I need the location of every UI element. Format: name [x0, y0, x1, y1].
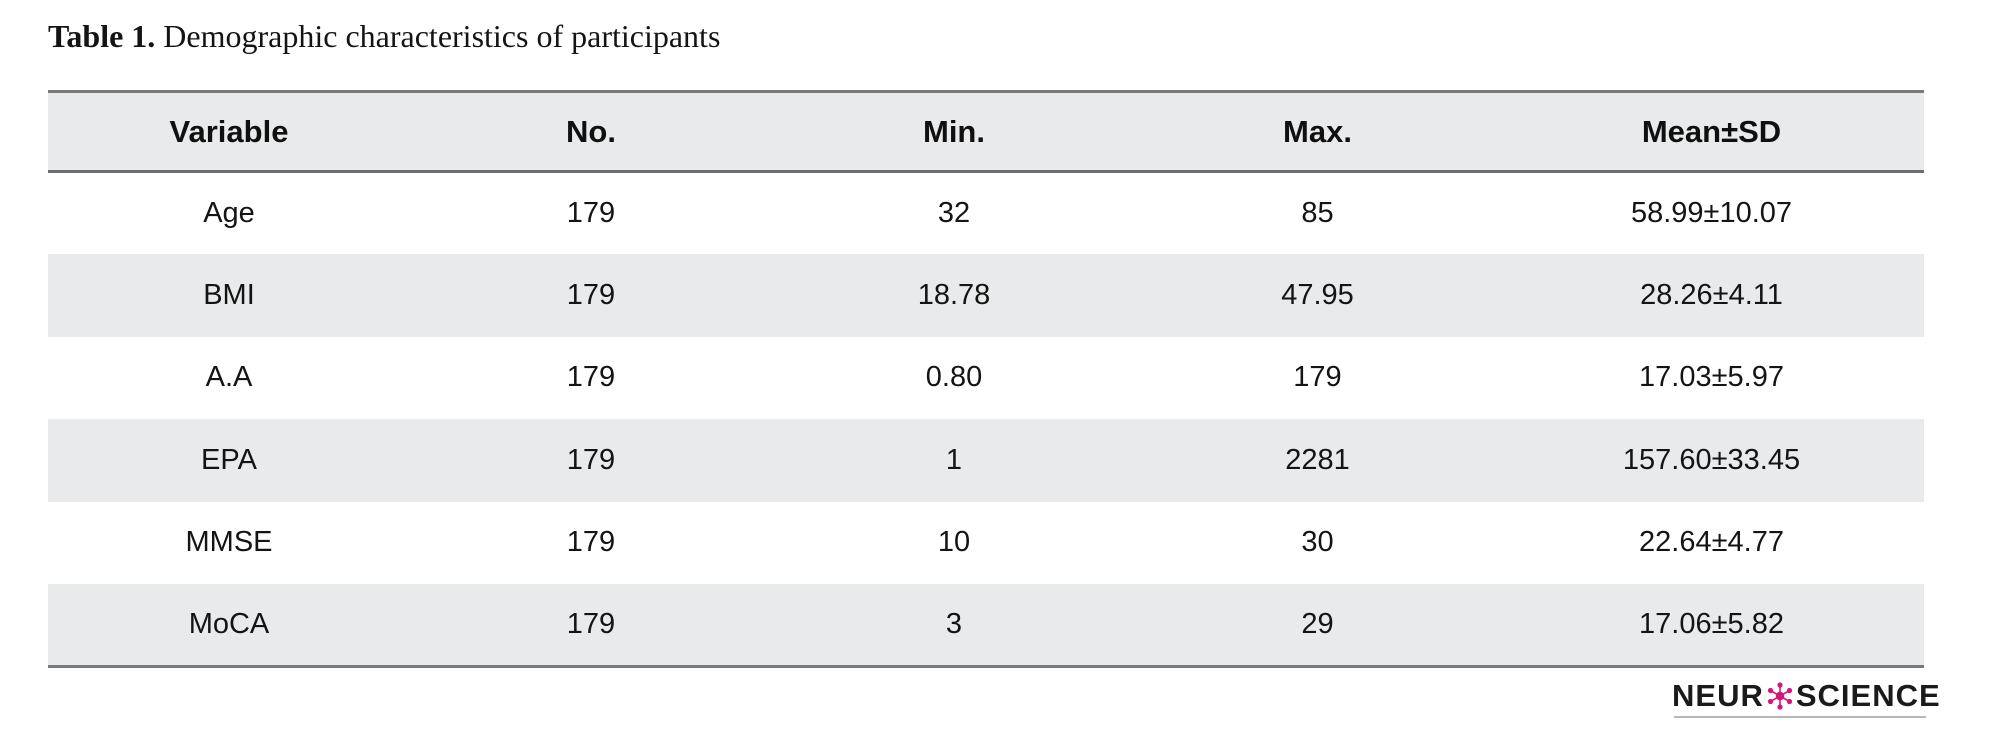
cell-mean-sd: 22.64±4.77 — [1639, 526, 1784, 559]
neuroscience-logo: NEUR SCIENCE — [1672, 676, 1941, 716]
table-row: MoCA 179 3 29 17.06±5.82 — [48, 584, 1924, 667]
header-row: Variable No. Min. Max. Mean±SD — [48, 91, 1924, 172]
column-header-min: Min. — [923, 113, 985, 149]
cell-mean-sd: 28.26±4.11 — [1640, 278, 1783, 311]
cell-variable: MoCA — [188, 608, 270, 640]
cell-min: 10 — [937, 526, 971, 559]
cell-max: 30 — [1301, 526, 1334, 559]
logo-text-left: NEUR — [1672, 678, 1764, 713]
cell-variable: Age — [203, 197, 255, 229]
logo-text-right: SCIENCE — [1795, 678, 1941, 713]
cell-max: 179 — [1293, 361, 1342, 394]
column-header-no: No. — [566, 113, 616, 149]
table-caption-text: Demographic characteristics of participa… — [163, 18, 721, 54]
column-header-max: Max. — [1283, 113, 1352, 149]
cell-no: 179 — [566, 361, 616, 394]
cell-mean-sd: 58.99±10.07 — [1630, 197, 1793, 229]
cell-min: 3 — [945, 608, 963, 640]
logo-underline — [1674, 716, 1926, 718]
cell-no: 179 — [566, 608, 616, 640]
table-caption-label: Table 1. — [48, 18, 156, 54]
cell-mean-sd: 17.03±5.97 — [1639, 361, 1784, 394]
cell-min: 32 — [937, 197, 971, 229]
cell-max: 85 — [1301, 197, 1334, 229]
table-body: Age 179 32 85 58.99±10.07 BMI 179 18.78 … — [48, 172, 1924, 667]
table-caption: Table 1. Demographic characteristics of … — [48, 14, 720, 58]
table-row: A.A 179 0.80 179 17.03±5.97 — [48, 337, 1924, 420]
cell-no: 179 — [566, 443, 616, 476]
cell-variable: EPA — [201, 443, 257, 476]
cell-mean-sd: 17.06±5.82 — [1639, 608, 1784, 640]
table-header: Variable No. Min. Max. Mean±SD — [48, 91, 1924, 172]
table-row: BMI 179 18.78 47.95 28.26±4.11 — [48, 254, 1924, 337]
neuron-icon — [1767, 682, 1792, 710]
cell-max: 2281 — [1285, 443, 1350, 476]
cell-no: 179 — [566, 278, 616, 311]
demographics-table: Variable No. Min. Max. Mean±SD Age 179 3… — [48, 90, 1924, 668]
column-header-variable: Variable — [169, 113, 289, 149]
cell-max: 47.95 — [1281, 278, 1354, 311]
cell-min: 18.78 — [917, 278, 991, 311]
cell-min: 0.80 — [925, 361, 983, 394]
table-row: Age 179 32 85 58.99±10.07 — [48, 172, 1924, 255]
cell-no: 179 — [566, 526, 616, 559]
cell-variable: BMI — [203, 278, 255, 311]
cell-variable: MMSE — [185, 526, 273, 559]
cell-mean-sd: 157.60±33.45 — [1622, 443, 1801, 476]
cell-min: 1 — [945, 443, 963, 476]
cell-max: 29 — [1301, 608, 1334, 640]
column-header-mean-sd: Mean±SD — [1641, 113, 1782, 149]
table-row: MMSE 179 10 30 22.64±4.77 — [48, 502, 1924, 585]
cell-variable: A.A — [205, 361, 253, 394]
cell-no: 179 — [566, 197, 616, 229]
table-row: EPA 179 1 2281 157.60±33.45 — [48, 419, 1924, 502]
